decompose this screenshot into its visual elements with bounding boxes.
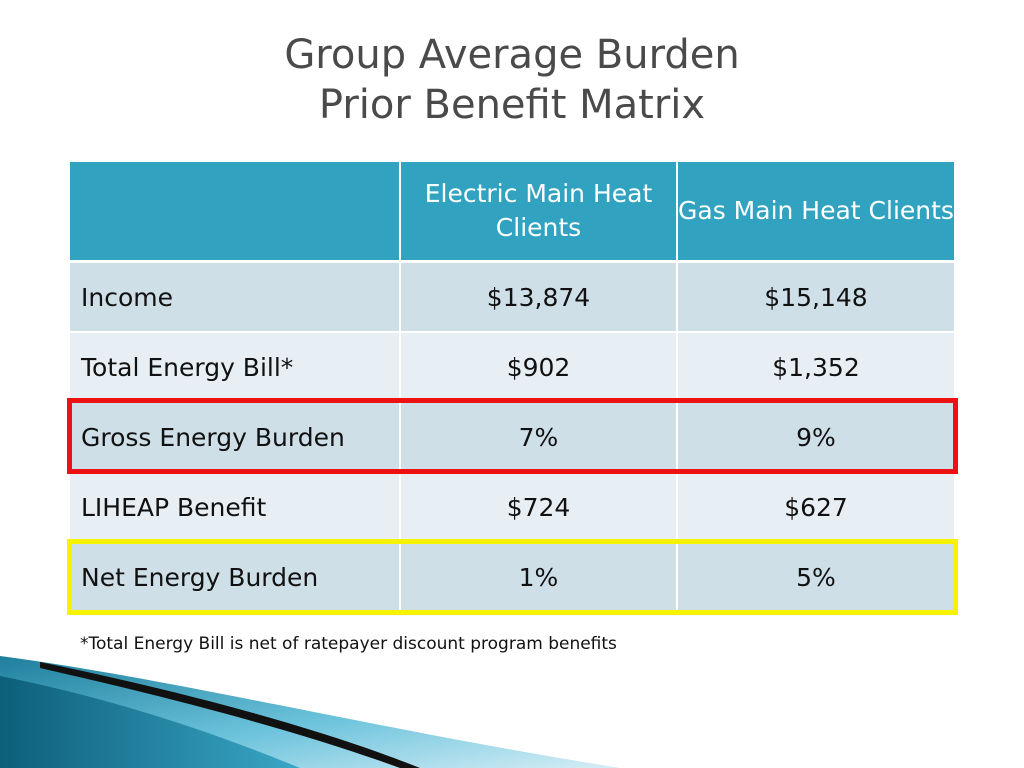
footnote: *Total Energy Bill is net of ratepayer d… — [80, 634, 617, 654]
slide-title-line-1: Group Average Burden — [284, 32, 740, 78]
decorative-swoosh — [0, 656, 620, 768]
row-label: Gross Energy Burden — [70, 401, 400, 472]
swoosh-black-stroke — [40, 662, 420, 768]
header-cell-gas: Gas Main Heat Clients — [676, 162, 954, 263]
table-row-gross-energy-burden: Gross Energy Burden 7% 9% — [70, 401, 954, 472]
gas-value: 5% — [676, 541, 954, 611]
row-label: Income — [70, 260, 400, 332]
table-row-net-energy-burden: Net Energy Burden 1% 5% — [70, 541, 954, 611]
row-label: LIHEAP Benefit — [70, 471, 400, 542]
swoosh-dark-band — [0, 676, 300, 768]
electric-value: $13,874 — [399, 260, 677, 332]
table-header-row: Electric Main Heat Clients Gas Main Heat… — [70, 162, 954, 263]
electric-value: $902 — [399, 331, 677, 402]
electric-value: 1% — [399, 541, 677, 611]
benefit-matrix-table: Electric Main Heat Clients Gas Main Heat… — [70, 162, 954, 611]
electric-value: $724 — [399, 471, 677, 542]
electric-value: 7% — [399, 401, 677, 472]
row-label: Net Energy Burden — [70, 541, 400, 611]
slide-title: Group Average Burden Prior Benefit Matri… — [0, 30, 1024, 130]
gas-value: $627 — [676, 471, 954, 542]
header-cell-blank — [70, 162, 400, 263]
gas-value: 9% — [676, 401, 954, 472]
slide-title-line-2: Prior Benefit Matrix — [318, 82, 706, 128]
table-row-liheap-benefit: LIHEAP Benefit $724 $627 — [70, 471, 954, 542]
table-row-income: Income $13,874 $15,148 — [70, 260, 954, 332]
table-row-total-energy-bill: Total Energy Bill* $902 $1,352 — [70, 331, 954, 402]
header-cell-electric: Electric Main Heat Clients — [399, 162, 677, 263]
gas-value: $15,148 — [676, 260, 954, 332]
gas-value: $1,352 — [676, 331, 954, 402]
row-label: Total Energy Bill* — [70, 331, 400, 402]
